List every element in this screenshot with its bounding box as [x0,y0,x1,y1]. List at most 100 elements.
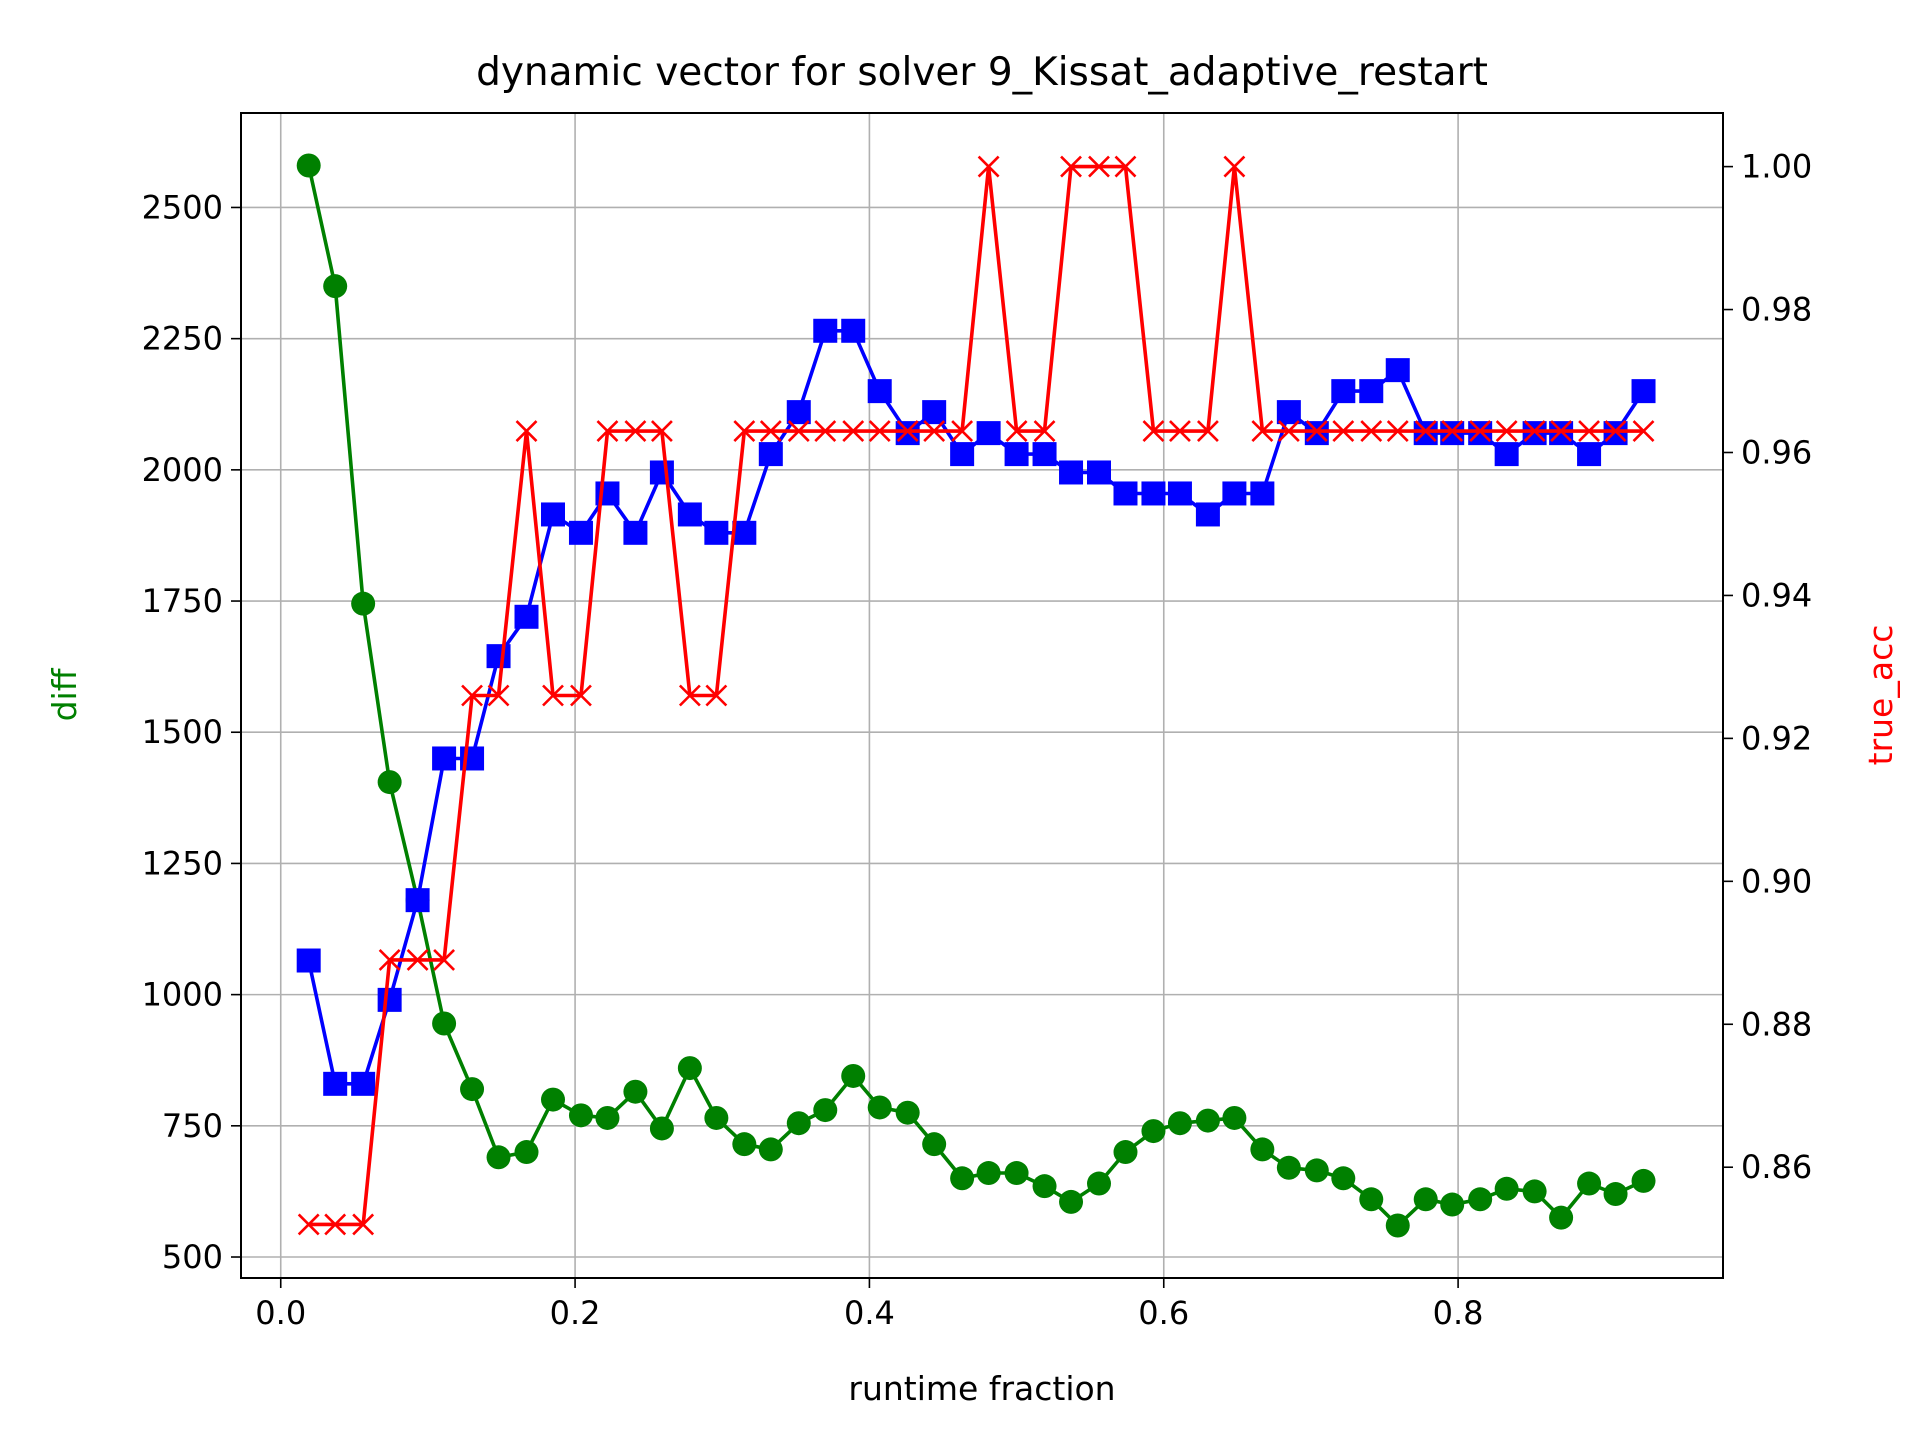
y-right-tick-label: 0.96 [1741,433,1812,471]
data-point [377,770,402,795]
data-point [296,153,321,178]
data-point [1195,502,1220,527]
data-point [1060,155,1082,178]
data-point [1114,155,1137,178]
y-right-tick-label: 0.98 [1741,291,1812,329]
x-tick-label: 0.2 [550,1294,601,1332]
data-point [296,948,321,973]
data-point [351,591,376,616]
data-point [1059,1189,1084,1214]
data-point [758,1137,783,1162]
data-point [432,746,457,771]
data-point [623,520,648,545]
data-point [733,420,756,442]
data-point [1468,1187,1493,1212]
data-point [1413,421,1438,446]
data-point [677,1056,702,1081]
data-point [1523,420,1546,442]
data-point [1276,400,1301,425]
data-point [1522,1179,1547,1204]
series-x-2 [297,155,1655,1236]
x-tick-label: 0.4 [844,1294,895,1332]
y-right-tick-label: 1.00 [1741,148,1812,186]
data-point [570,684,592,707]
y-right-tick-label: 0.92 [1741,719,1812,757]
data-point [705,684,728,707]
data-point [895,421,920,446]
data-point [1113,1140,1138,1165]
y-left-tick-label: 1500 [142,713,223,751]
data-point [1632,420,1655,442]
y-left-tick-label: 1250 [142,844,223,882]
data-point [813,318,838,343]
data-point [1385,1213,1410,1238]
data-point [1304,421,1329,446]
data-point [1631,379,1656,404]
data-point [1359,379,1384,404]
y-right-axis-ticks: 0.86 0.88 0.90 0.92 0.94 0.96 0.98 1.00 [1723,148,1812,1186]
y-left-axis-ticks: 500 750 1000 1250 1500 1750 2000 2250 2500 [142,188,241,1276]
data-point [596,420,619,442]
data-point [541,1087,565,1112]
data-point [1250,1137,1275,1162]
y-right-axis-title: true_acc [1861,625,1900,766]
y-left-tick-label: 500 [162,1238,223,1276]
data-point [841,1063,866,1088]
data-point [1331,379,1356,404]
data-point [1494,1176,1519,1201]
data-point [1360,420,1383,442]
data-point [1386,420,1409,442]
data-point [977,155,1000,178]
y-left-axis-title: diff [45,667,84,721]
data-point [1359,1187,1384,1212]
data-point [732,520,757,545]
data-point [677,502,702,527]
data-point [704,1105,729,1130]
data-point [951,420,974,442]
y-right-tick-label: 0.86 [1741,1148,1812,1186]
data-point [1167,1111,1192,1136]
data-point [867,1095,892,1120]
data-point [1223,155,1246,178]
data-point [486,644,511,669]
data-point [1441,420,1464,442]
x-tick-label: 0.8 [1433,1294,1484,1332]
data-point [787,420,810,442]
data-point [1440,421,1465,446]
data-point [1169,420,1191,442]
data-point [432,1011,457,1036]
data-point [623,1079,648,1104]
data-point [1494,442,1519,467]
data-point [1495,420,1518,442]
data-point [1332,420,1355,442]
data-point [1549,1205,1574,1230]
series-line [308,164,1644,1227]
data-point [704,520,729,545]
y-left-tick-label: 2500 [142,188,223,226]
data-point [758,442,783,467]
y-left-tick-label: 2000 [142,451,223,489]
data-point [487,684,510,707]
series-layer [296,153,1656,1238]
y-left-tick-label: 2250 [142,320,223,358]
series-square-1 [296,318,1656,1096]
data-point [1414,420,1437,442]
data-point [1276,1155,1301,1180]
x-axis-ticks: 0.0 0.2 0.4 0.6 0.8 [255,1278,1484,1332]
data-point [542,684,564,707]
data-point [514,1140,539,1165]
data-point [461,684,483,707]
data-point [377,987,402,1012]
y-left-tick-label: 750 [162,1107,223,1145]
data-point [1004,1161,1029,1186]
data-point [732,1132,757,1157]
data-point [1222,1105,1247,1130]
data-point [568,520,593,545]
data-point [568,1103,593,1128]
data-point [649,460,674,485]
data-point [405,888,430,913]
data-point [976,421,1001,446]
data-point [1550,420,1573,442]
grid-lines [241,113,1723,1278]
